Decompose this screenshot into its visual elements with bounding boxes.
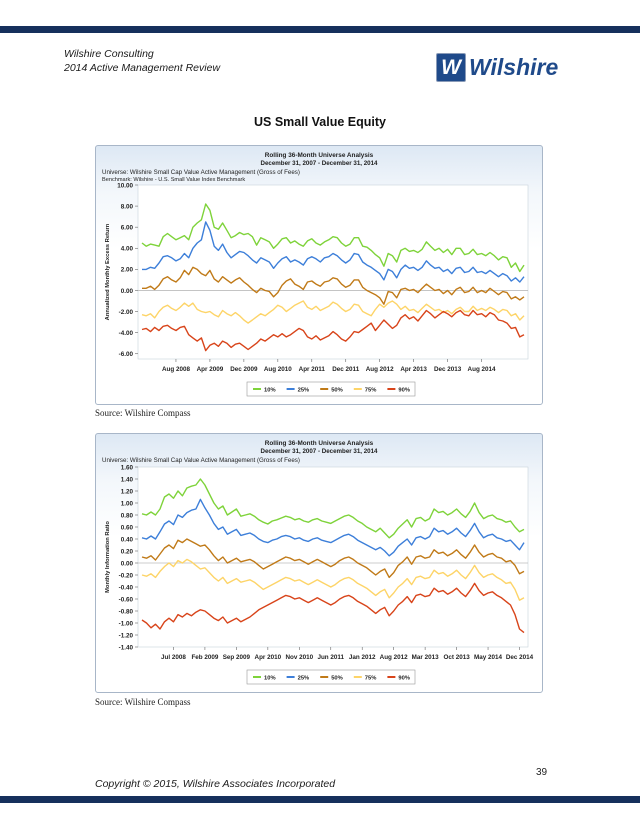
legend-label: 50%: [331, 675, 343, 681]
x-tick-label: Jun 2011: [317, 654, 344, 661]
legend-label: 50%: [331, 387, 343, 393]
chart-subtitle: December 31, 2007 - December 31, 2014: [261, 160, 379, 167]
series-line-25pct: [141, 498, 525, 557]
legend-label: 75%: [365, 387, 377, 393]
series-line-10pct: [141, 203, 525, 273]
chart-universe-label: Universe: Wilshire Small Cap Value Activ…: [102, 457, 300, 464]
y-tick-label: -4.00: [119, 330, 134, 337]
x-tick-label: Aug 2008: [162, 366, 190, 373]
chart-benchmark-label: Benchmark: Wilshire - U.S. Small Value I…: [102, 177, 245, 183]
y-tick-label: 0.60: [121, 524, 134, 531]
excess-return-chart-panel: Rolling 36-Month Universe Analysis Decemb…: [95, 145, 543, 405]
y-tick-label: -1.00: [119, 620, 134, 627]
y-tick-label: 1.40: [121, 476, 134, 483]
y-tick-label: -2.00: [119, 309, 134, 316]
legend-label: 25%: [298, 387, 310, 393]
legend-label: 10%: [264, 387, 276, 393]
series-line-75pct: [141, 300, 525, 324]
x-tick-label: Apr 2013: [400, 366, 427, 373]
series-line-25pct: [142, 221, 525, 283]
series-line-75pct: [141, 558, 525, 601]
header-report-title: 2014 Active Management Review: [64, 62, 221, 74]
y-axis-label: Annualized Monthly Excess Return: [105, 223, 111, 320]
copyright: Copyright © 2015, Wilshire Associates In…: [95, 778, 336, 790]
logo-text: Wilshire: [469, 54, 559, 80]
legend-label: 90%: [398, 387, 410, 393]
x-tick-label: Aug 2010: [264, 366, 292, 373]
x-tick-label: Nov 2010: [285, 654, 313, 661]
x-tick-label: Sep 2009: [223, 654, 251, 661]
x-tick-label: Dec 2014: [506, 654, 534, 661]
y-tick-label: 2.00: [121, 267, 134, 274]
header-company: Wilshire Consulting: [64, 48, 154, 60]
chart-subtitle: December 31, 2007 - December 31, 2014: [261, 448, 379, 455]
legend-label: 90%: [398, 675, 410, 681]
x-tick-label: Jul 2008: [161, 654, 186, 661]
x-tick-label: Apr 2011: [299, 366, 326, 373]
y-tick-label: -1.20: [119, 632, 134, 639]
chart-title: Rolling 36-Month Universe Analysis: [265, 152, 374, 159]
header-band: [0, 26, 640, 33]
y-tick-label: -0.20: [119, 572, 134, 579]
y-tick-label: 1.60: [121, 464, 134, 471]
series-line-90pct: [141, 309, 525, 352]
x-tick-label: Aug 2014: [468, 366, 496, 373]
y-tick-label: 0.40: [121, 536, 134, 543]
y-tick-label: 1.00: [121, 500, 134, 507]
series-line-50pct: [141, 538, 525, 579]
y-tick-label: 0.20: [121, 548, 134, 555]
x-tick-label: Oct 2013: [443, 654, 470, 661]
y-tick-label: 0.00: [121, 560, 134, 567]
chart-universe-label: Universe: Wilshire Small Cap Value Activ…: [102, 169, 300, 176]
x-tick-label: May 2014: [474, 654, 503, 661]
x-tick-label: Dec 2009: [230, 366, 258, 373]
page-number: 39: [536, 767, 548, 778]
x-tick-label: Aug 2012: [380, 654, 408, 661]
x-tick-label: Feb 2009: [191, 654, 218, 661]
legend-label: 75%: [365, 675, 377, 681]
plot-area: [137, 466, 529, 648]
y-axis-label: Monthly Information Ratio: [105, 521, 111, 593]
chart-source-2: Source: Wilshire Compass: [95, 697, 191, 707]
series-line-90pct: [141, 582, 525, 634]
y-tick-label: 1.20: [121, 488, 134, 495]
page-title: US Small Value Equity: [254, 115, 386, 129]
y-tick-label: -6.00: [119, 351, 134, 358]
information-ratio-chart-panel: Rolling 36-Month Universe Analysis Decemb…: [95, 433, 543, 693]
legend-label: 25%: [298, 675, 310, 681]
series-line-50pct: [142, 266, 525, 305]
legend-label: 10%: [264, 675, 276, 681]
excess-return-chart: Rolling 36-Month Universe AnalysisDecemb…: [102, 152, 529, 397]
y-tick-label: -0.80: [119, 608, 134, 615]
y-tick-label: -0.40: [119, 584, 134, 591]
y-tick-label: -0.60: [119, 596, 134, 603]
legend-box: [246, 381, 416, 397]
x-tick-label: Aug 2012: [366, 366, 394, 373]
x-tick-label: Dec 2013: [434, 366, 462, 373]
series-line-10pct: [141, 478, 525, 539]
information-ratio-chart: Rolling 36-Month Universe AnalysisDecemb…: [102, 440, 534, 685]
logo-mark: W: [436, 53, 466, 82]
x-tick-label: Apr 2009: [197, 366, 224, 373]
x-tick-label: Mar 2013: [412, 654, 439, 661]
x-tick-label: Dec 2011: [332, 366, 359, 373]
y-tick-label: 10.00: [117, 182, 133, 189]
chart-source-1: Source: Wilshire Compass: [95, 408, 191, 418]
wilshire-logo: W Wilshire: [436, 51, 558, 85]
y-tick-label: 8.00: [121, 203, 134, 210]
x-tick-label: Jan 2012: [349, 654, 376, 661]
y-tick-label: 6.00: [121, 224, 134, 231]
x-tick-label: Apr 2010: [255, 654, 282, 661]
legend-box: [246, 669, 416, 685]
y-tick-label: -1.40: [119, 644, 134, 651]
y-tick-label: 4.00: [121, 246, 134, 253]
plot-area: [137, 184, 529, 360]
chart-title: Rolling 36-Month Universe Analysis: [265, 440, 374, 447]
y-tick-label: 0.00: [121, 288, 134, 295]
footer-band: [0, 796, 640, 803]
y-tick-label: 0.80: [121, 512, 134, 519]
